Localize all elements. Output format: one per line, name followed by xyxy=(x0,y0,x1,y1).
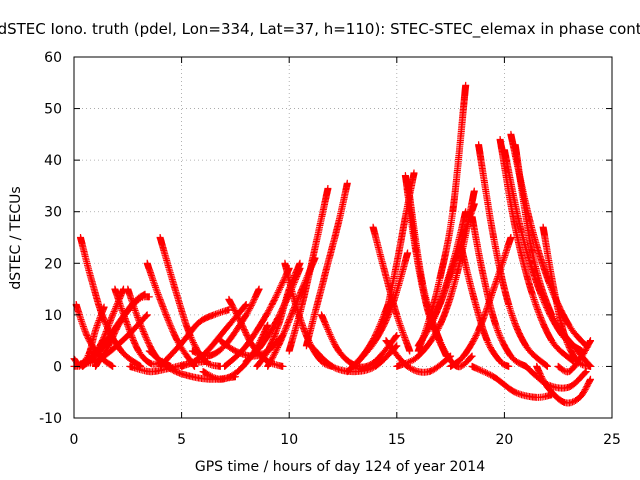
y-tick-label: 10 xyxy=(44,308,62,324)
y-tick-label: -10 xyxy=(39,411,62,427)
plus-markers xyxy=(468,213,530,370)
satellite-arc xyxy=(468,362,556,401)
y-tick-label: 40 xyxy=(44,153,62,169)
satellite-arc xyxy=(302,179,351,350)
y-tick-label: 0 xyxy=(53,359,62,375)
y-axis-label: dSTEC / TECUs xyxy=(8,186,24,289)
x-tick-label: 5 xyxy=(177,432,186,448)
satellite-arc xyxy=(414,208,470,350)
x-tick-label: 15 xyxy=(388,432,406,448)
plus-markers xyxy=(302,179,351,350)
y-tick-label: 20 xyxy=(44,256,62,272)
satellite-arc xyxy=(178,301,250,370)
axis-ticks: 0 5 10 15 20 25 -10 0 10 20 30 40 50 60 xyxy=(39,50,621,448)
plus-markers xyxy=(554,337,594,376)
plus-markers xyxy=(156,234,224,370)
plus-markers xyxy=(156,306,233,370)
satellite-arc xyxy=(111,285,166,368)
plus-markers xyxy=(533,362,594,407)
satellite-arc xyxy=(554,337,594,376)
x-tick-label: 25 xyxy=(603,432,621,448)
x-tick-label: 0 xyxy=(70,432,79,448)
satellite-arc xyxy=(533,362,594,407)
satellite-arc xyxy=(156,306,233,370)
x-tick-label: 10 xyxy=(280,432,298,448)
satellite-arc xyxy=(382,337,455,376)
satellite-arc xyxy=(475,141,551,370)
plus-markers xyxy=(285,185,332,355)
plus-markers xyxy=(188,285,263,360)
y-tick-label: 60 xyxy=(44,50,62,66)
satellite-arc xyxy=(468,213,530,370)
plus-markers xyxy=(414,208,470,350)
plus-markers xyxy=(457,244,513,370)
chart-title: dSTEC Iono. truth (pdel, Lon=334, Lat=37… xyxy=(0,20,640,39)
satellite-arc xyxy=(156,234,224,370)
x-tick-label: 20 xyxy=(495,432,513,448)
plus-markers xyxy=(468,362,556,401)
satellite-arc xyxy=(457,244,513,370)
plus-markers xyxy=(111,285,166,368)
y-tick-label: 30 xyxy=(44,205,62,221)
satellite-arc xyxy=(188,285,263,360)
plot-frame xyxy=(73,56,613,419)
y-tick-label: 50 xyxy=(44,102,62,118)
plus-markers xyxy=(178,301,250,370)
data-points xyxy=(70,81,594,407)
plus-markers xyxy=(382,337,455,376)
plus-markers xyxy=(475,141,551,370)
satellite-arc xyxy=(285,185,332,355)
x-axis-label: GPS time / hours of day 124 of year 2014 xyxy=(195,459,485,475)
